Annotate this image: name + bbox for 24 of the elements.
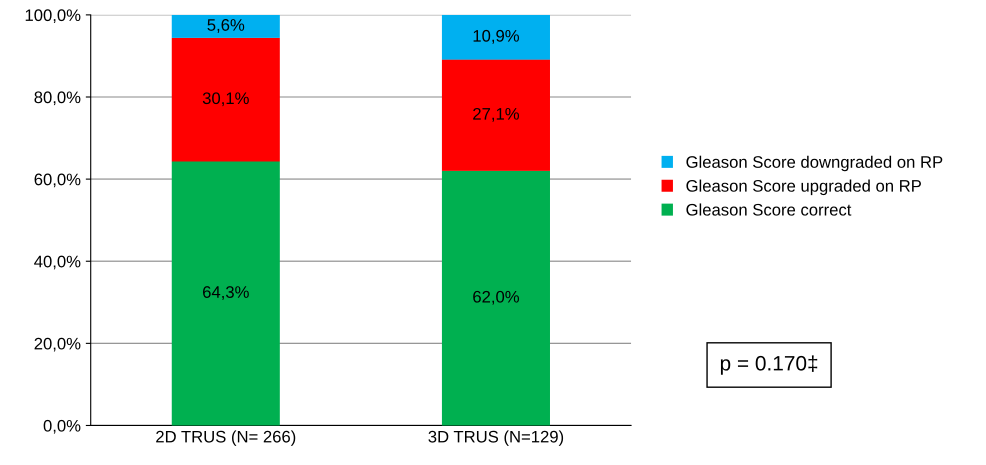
x-tick-label: 2D TRUS (N= 266) [156,430,296,446]
y-tick-label: 0,0% [44,420,80,434]
y-tick-label: 100,0% [26,9,80,24]
bar [442,170,550,426]
bar [172,161,280,426]
data-label: 62,0% [473,290,519,305]
x-tick-label: 3D TRUS (N=129) [428,430,564,446]
data-label: 30,1% [202,92,249,106]
data-label: 5,6% [207,19,244,33]
text: p = 0.170‡ [720,355,818,375]
bar [442,60,550,171]
y-tick-label: 40,0% [34,256,80,270]
legend-label: Gleason Score upgraded on RP [686,180,921,196]
data-label: 10,9% [474,30,519,44]
legend-label: Gleason Score downgraded on RP [686,156,942,172]
bar [442,14,550,60]
y-tick-label: 20,0% [34,338,80,352]
bar [172,14,280,38]
data-label: 27,1% [473,108,519,122]
y-tick-label: 80,0% [34,91,80,106]
y-tick-label: 60,0% [34,174,80,188]
data-label: 64,3% [203,286,249,300]
legend-label: Gleason Score correct [686,203,852,216]
bar [172,38,280,162]
